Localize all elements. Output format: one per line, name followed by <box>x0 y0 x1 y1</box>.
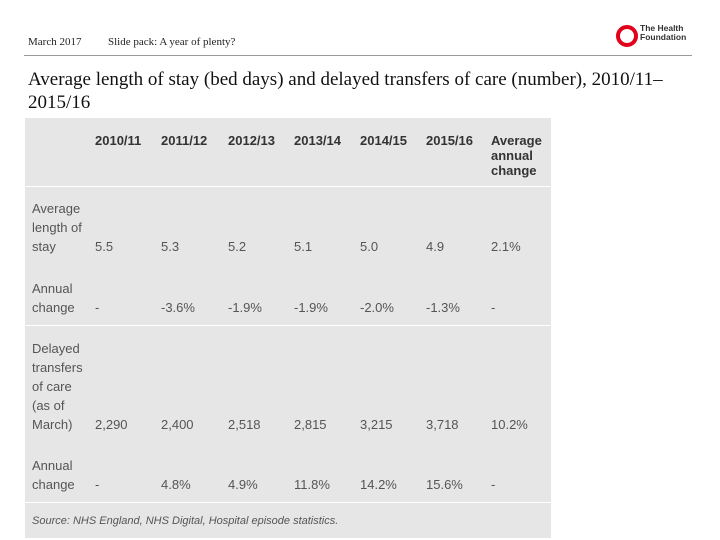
table-cell: 5.0 <box>360 239 379 254</box>
header-slide-title: Slide pack: A year of plenty? <box>108 36 236 48</box>
table-cell: 2,400 <box>161 417 194 432</box>
table-cell: 2.1% <box>491 239 521 254</box>
table-cell: -2.0% <box>360 300 394 315</box>
row-label: Annual change <box>32 281 75 315</box>
table-cell: - <box>95 300 100 315</box>
column-header: 2014/15 <box>360 133 407 148</box>
column-header: 2015/16 <box>426 133 473 148</box>
column-header: 2013/14 <box>294 133 341 148</box>
row-label: Average length of stay <box>32 201 82 254</box>
table-header-row: 2010/11 2011/12 2012/13 2013/14 2014/15 2015/… <box>25 133 551 183</box>
row-divider <box>25 186 551 187</box>
table-cell: 14.2% <box>360 477 397 492</box>
table-cell: 15.6% <box>426 477 463 492</box>
table-cell: 2,815 <box>294 417 327 432</box>
table-cell: -3.6% <box>161 300 195 315</box>
table-cell: 10.2% <box>491 417 528 432</box>
table-cell: 4.9% <box>228 477 258 492</box>
column-header: 2012/13 <box>228 133 275 148</box>
table-row: Average length of stay 5.5 5.3 5.2 5.1 5.0 4.9… <box>25 196 551 256</box>
row-label: Annual change <box>32 458 75 492</box>
table-cell: - <box>95 477 100 492</box>
table-source: Source: NHS England, NHS Digital, Hospit… <box>32 515 339 527</box>
table-row: Annual change - -3.6% -1.9% -1.9% -2.0% -1.3% - <box>25 279 551 317</box>
table-cell: 5.2 <box>228 239 247 254</box>
table-panel <box>25 118 551 538</box>
column-header: 2010/11 <box>95 133 142 148</box>
table-cell: -1.3% <box>426 300 460 315</box>
table-cell: 5.1 <box>294 239 313 254</box>
table-cell: 2,290 <box>95 417 128 432</box>
logo-text: The Health Foundation <box>640 23 687 42</box>
header-rule <box>24 55 692 56</box>
column-header: Average annual change <box>491 133 542 178</box>
row-divider <box>25 502 551 503</box>
table-cell: - <box>491 300 496 315</box>
row-label: Delayed transfers of care (as of March) <box>32 341 83 432</box>
slide-title: Average length of stay (bed days) and de… <box>28 69 663 113</box>
column-header: 2011/12 <box>161 133 208 148</box>
table-cell: 5.3 <box>161 239 180 254</box>
table-cell: 11.8% <box>294 477 330 492</box>
logo-icon <box>616 25 638 47</box>
table-cell: 2,518 <box>228 417 261 432</box>
table-cell: - <box>491 477 496 492</box>
table-cell: -1.9% <box>294 300 328 315</box>
table-cell: 4.8% <box>161 477 191 492</box>
table-cell: -1.9% <box>228 300 262 315</box>
table-row: Annual change - 4.8% 4.9% 11.8% 14.2% 15.6% - <box>25 456 551 494</box>
header-date: March 2017 <box>28 36 82 48</box>
table-row: Delayed transfers of care (as of March) 2… <box>25 338 551 434</box>
row-divider <box>25 325 551 326</box>
table-cell: 3,215 <box>360 417 393 432</box>
table-cell: 3,718 <box>426 417 459 432</box>
table-cell: 4.9 <box>426 239 445 254</box>
table-cell: 5.5 <box>95 239 114 254</box>
